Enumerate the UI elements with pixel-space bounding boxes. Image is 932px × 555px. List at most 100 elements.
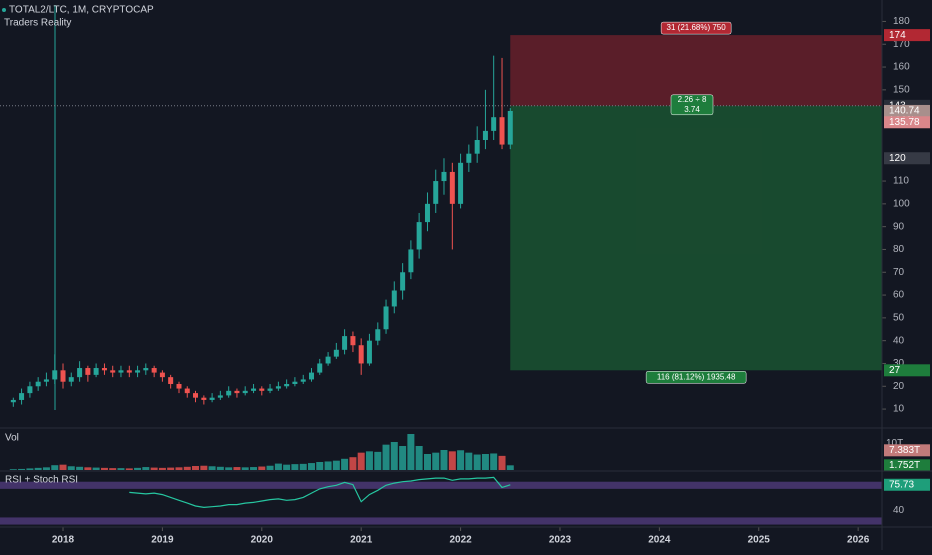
candle-body xyxy=(317,363,323,373)
candle-body xyxy=(499,117,505,145)
volume-bar xyxy=(266,465,274,470)
y-tick-label: 20 xyxy=(893,381,905,392)
x-tick-label: 2024 xyxy=(648,535,671,546)
candle-body xyxy=(110,370,116,373)
volume-bar xyxy=(407,434,415,470)
volume-bar xyxy=(473,454,481,470)
volume-bar xyxy=(200,465,208,470)
candle-body xyxy=(342,336,348,350)
volume-bar xyxy=(415,446,423,470)
price-label: 120 xyxy=(889,153,906,164)
volume-bar xyxy=(506,465,514,470)
x-tick-label: 2019 xyxy=(151,535,174,546)
candle-body xyxy=(267,388,273,391)
volume-bar xyxy=(307,463,315,470)
x-tick-label: 2021 xyxy=(350,535,373,546)
volume-bar xyxy=(26,468,34,470)
x-tick-label: 2018 xyxy=(52,535,75,546)
status-dot xyxy=(2,8,6,12)
candle-body xyxy=(209,397,215,400)
price-label-bg xyxy=(884,152,930,165)
candle-body xyxy=(350,336,356,346)
price-label: 135.78 xyxy=(889,117,920,128)
price-label-bg xyxy=(884,116,930,129)
volume-bar xyxy=(440,450,448,470)
candle-body xyxy=(383,306,389,330)
volume-bar xyxy=(92,467,100,470)
volume-bar xyxy=(390,442,398,470)
volume-ma-label: 7.383T xyxy=(889,445,920,456)
volume-bar xyxy=(283,464,291,470)
volume-bar xyxy=(51,465,59,470)
y-tick-label: 10 xyxy=(893,404,905,415)
volume-bar xyxy=(332,460,340,470)
stop-label: 31 (21.68%) 750 xyxy=(667,23,727,32)
candle-body xyxy=(151,368,157,373)
candle-body xyxy=(375,329,381,341)
y-tick-label: 100 xyxy=(893,198,910,209)
volume-last-label: 1.752T xyxy=(889,460,920,471)
candle-body xyxy=(217,395,223,398)
volume-bar xyxy=(299,463,307,470)
rsi-title: RSI + Stoch RSI xyxy=(5,475,78,486)
candle-body xyxy=(176,383,182,389)
candle-body xyxy=(449,171,455,204)
candle-body xyxy=(118,370,124,373)
volume-bar xyxy=(291,464,299,470)
y-tick-label: 70 xyxy=(893,267,905,278)
volume-bar xyxy=(158,467,166,470)
volume-bar xyxy=(432,452,440,470)
candle-body xyxy=(325,356,331,364)
candle-body xyxy=(433,181,439,204)
y-tick-label: 170 xyxy=(893,39,910,50)
candle-body xyxy=(184,388,190,394)
candle-body xyxy=(458,162,464,204)
candle-body xyxy=(251,388,257,391)
candle-body xyxy=(408,249,414,273)
volume-bar xyxy=(225,467,233,470)
volume-bar xyxy=(67,466,75,470)
volume-bar xyxy=(183,466,191,470)
volume-bar xyxy=(109,468,117,470)
price-label-bg xyxy=(884,29,930,42)
y-tick-label: 150 xyxy=(893,84,910,95)
volume-bar xyxy=(448,451,456,470)
candle-body xyxy=(60,370,66,382)
y-tick-label: 90 xyxy=(893,221,905,232)
candle-body xyxy=(234,390,240,394)
volume-bar xyxy=(250,467,258,470)
candle-body xyxy=(358,345,364,364)
volume-bar xyxy=(59,464,67,470)
candle-body xyxy=(43,379,49,382)
candle-body xyxy=(52,370,58,380)
candle-body xyxy=(292,381,298,384)
volume-bar xyxy=(18,468,26,470)
y-tick-label: 160 xyxy=(893,62,910,73)
target-zone xyxy=(510,105,882,371)
candle-body xyxy=(391,290,397,307)
candle-body xyxy=(474,140,480,154)
volume-bar xyxy=(34,467,42,470)
volume-bar xyxy=(125,468,133,470)
y-tick-label: 80 xyxy=(893,244,905,255)
x-tick-label: 2026 xyxy=(847,535,870,546)
rsi-line xyxy=(129,476,511,509)
candle-body xyxy=(93,368,99,375)
volume-bar xyxy=(134,467,142,470)
candle-body xyxy=(126,370,132,373)
y-tick-label: 50 xyxy=(893,313,905,324)
y-tick-label: 180 xyxy=(893,16,910,27)
volume-title: Vol xyxy=(5,433,19,444)
volume-bar xyxy=(233,467,241,470)
volume-bar xyxy=(382,444,390,470)
volume-bar xyxy=(357,452,365,470)
candle-body xyxy=(77,368,83,378)
volume-bar xyxy=(100,467,108,470)
volume-bar xyxy=(258,466,266,470)
volume-ma-label-bg xyxy=(884,444,930,457)
indicator-name: Traders Reality xyxy=(4,18,71,29)
candle-body xyxy=(333,349,339,357)
volume-bar xyxy=(349,457,357,470)
candle-body xyxy=(366,340,372,364)
candle-body xyxy=(416,222,422,250)
